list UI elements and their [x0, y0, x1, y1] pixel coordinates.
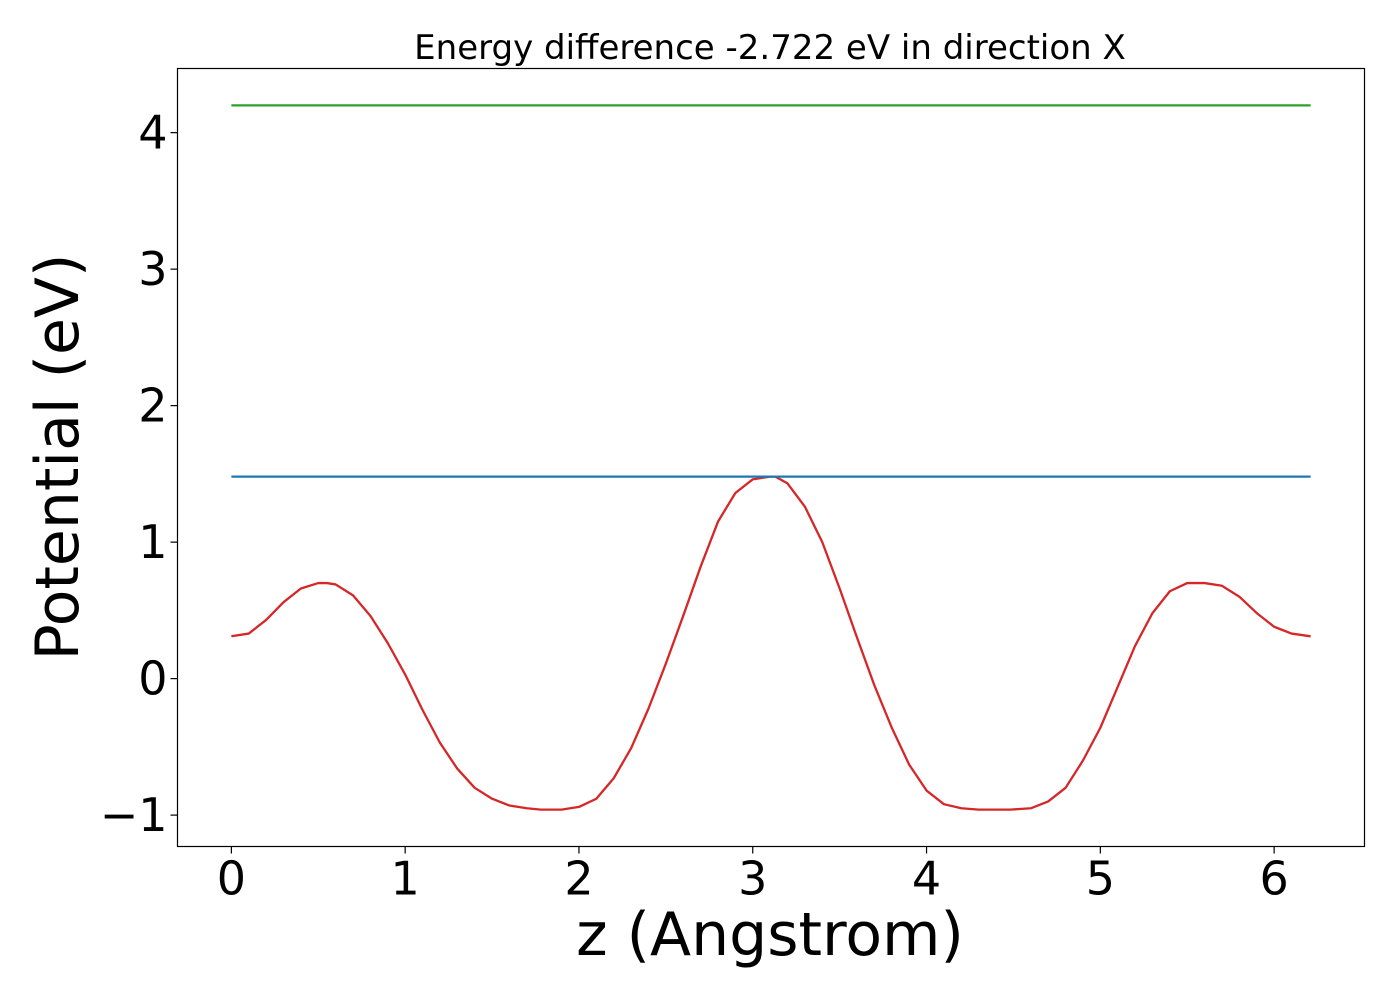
- y-tick-label: 1: [138, 515, 167, 569]
- series-line-0: [231, 475, 1311, 811]
- x-tick-label: 1: [391, 852, 420, 906]
- y-tick-label: 0: [138, 652, 167, 706]
- y-axis-label: Potential (eV): [23, 254, 93, 661]
- chart-title: Energy difference -2.722 eV in direction…: [414, 28, 1126, 68]
- x-axis-ticks: 0 1 2 3 4 5 6: [217, 846, 1289, 906]
- plot-frame: [176, 67, 1366, 848]
- x-tick-label: 0: [217, 852, 246, 906]
- x-axis-label: z (Angstrom): [576, 900, 964, 970]
- x-tick-label: 4: [912, 852, 941, 906]
- y-tick-label: −1: [100, 788, 168, 842]
- y-tick-label: 3: [138, 242, 167, 296]
- y-tick-label: 2: [138, 379, 167, 433]
- x-tick-label: 6: [1259, 852, 1288, 906]
- x-tick-label: 3: [738, 852, 767, 906]
- x-tick-label: 5: [1086, 852, 1115, 906]
- y-axis-ticks: −1 0 1 2 3 4: [100, 106, 178, 842]
- x-tick-label: 2: [564, 852, 593, 906]
- y-tick-label: 4: [138, 106, 167, 160]
- series-layer: [231, 104, 1311, 811]
